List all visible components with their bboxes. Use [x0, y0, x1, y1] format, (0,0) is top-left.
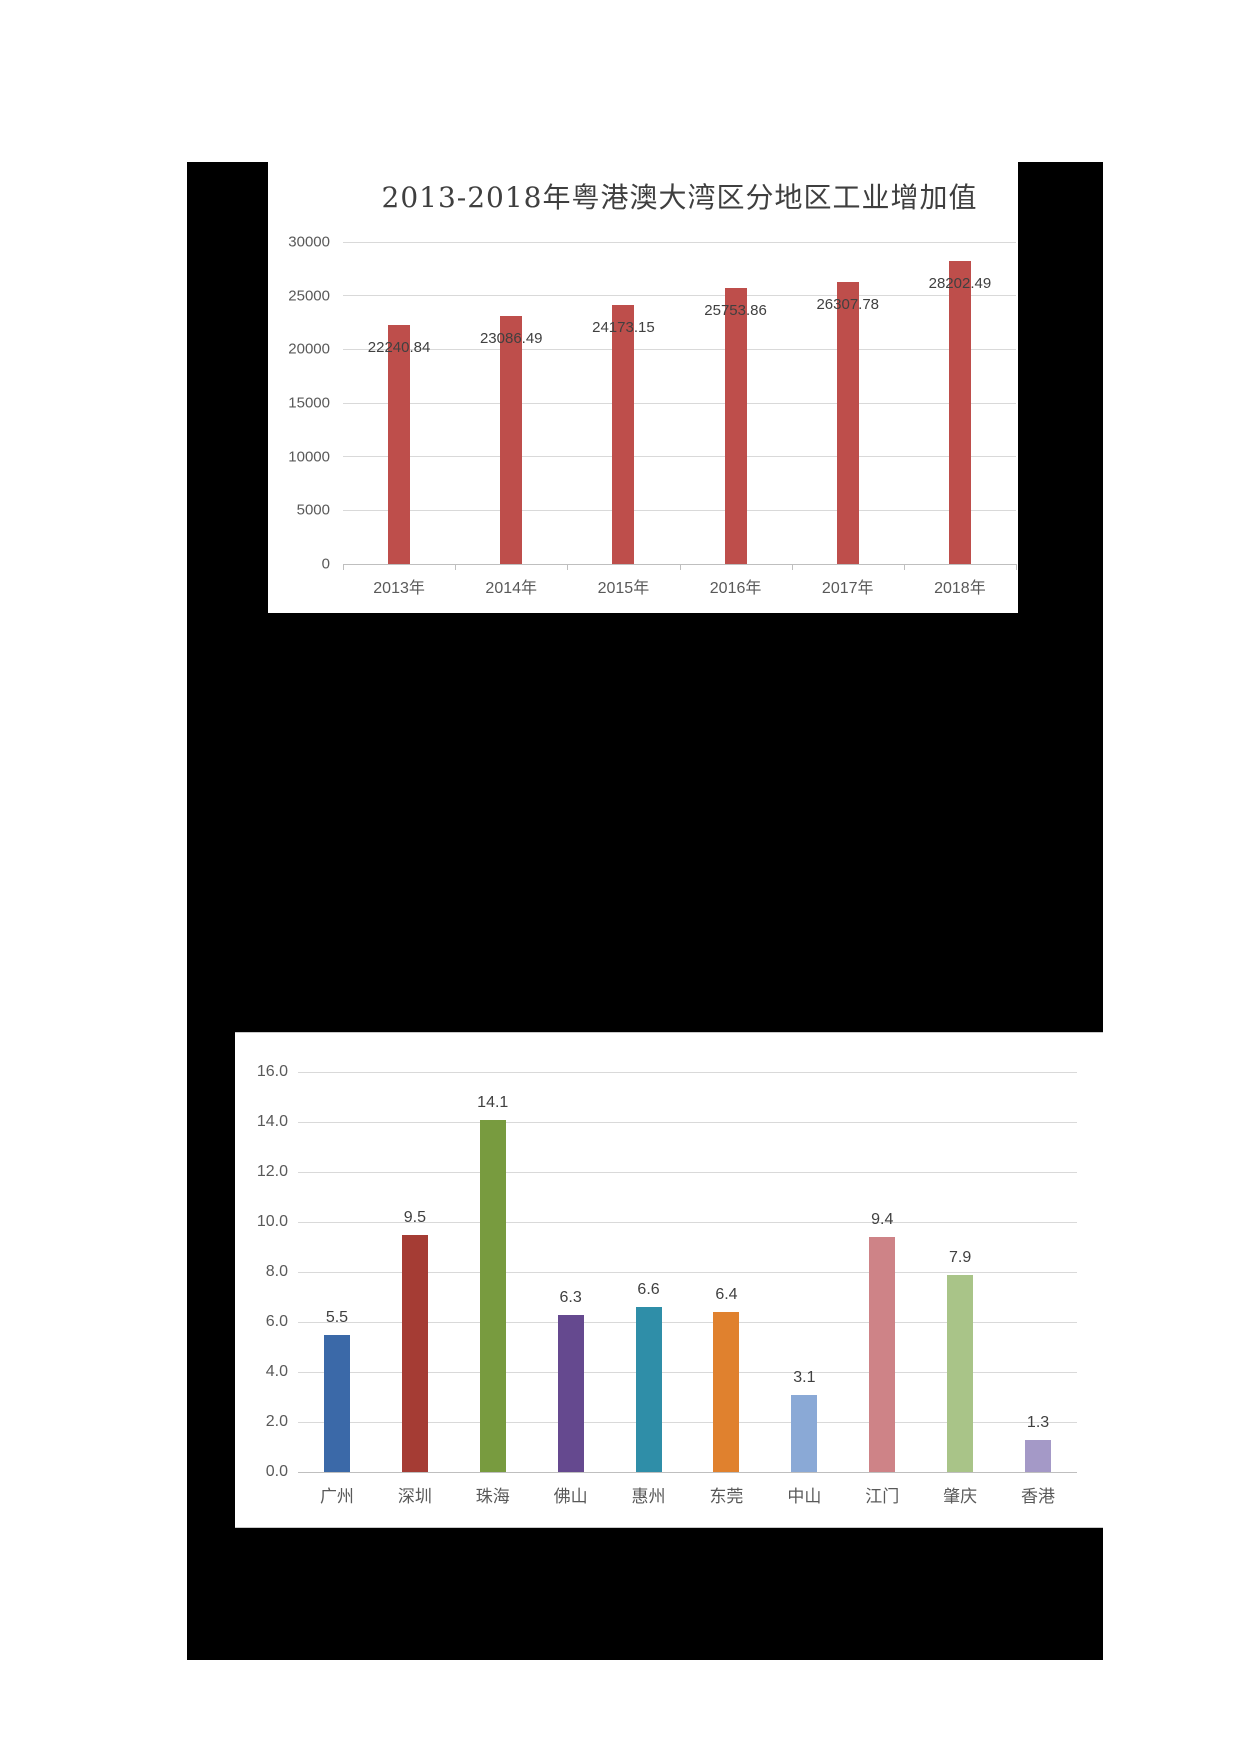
- x-axis-label: 广州: [319, 1487, 354, 1506]
- bar: [1025, 1439, 1052, 1472]
- x-axis-label: 2015年: [597, 580, 650, 597]
- axis-tick: [343, 564, 344, 570]
- gridline: [298, 1271, 1077, 1273]
- gridline: [343, 295, 1016, 297]
- bar: [791, 1394, 818, 1472]
- bar: [836, 281, 859, 564]
- bar-value-label: 26307.78: [816, 295, 880, 313]
- gridline: [343, 241, 1016, 243]
- x-axis-label: 2018年: [934, 580, 986, 597]
- chart-growth-rate-by-city: 0.0 2.0 4.0 6.0 8.0 10.0 12.0 14.0 16.0 5.5 广州 9.5 深…: [235, 1032, 1103, 1528]
- y-axis-label: 0.0: [265, 1463, 288, 1480]
- bar-value-label: 14.1: [477, 1093, 509, 1111]
- y-axis-label: 16.0: [256, 1063, 288, 1080]
- bar-value-label: 6.3: [559, 1288, 582, 1306]
- gridline: [298, 1421, 1077, 1423]
- bar: [948, 261, 971, 564]
- x-axis-label: 2013年: [373, 580, 425, 597]
- bar-value-label: 9.4: [871, 1211, 894, 1228]
- gridline: [343, 509, 1016, 511]
- x-axis-label: 深圳: [397, 1487, 432, 1506]
- y-axis-label: 30000: [288, 233, 330, 251]
- axis-tick: [791, 564, 793, 570]
- y-axis-label: 0: [321, 555, 330, 573]
- gridline: [298, 1071, 1077, 1073]
- bar: [500, 316, 523, 564]
- x-axis-label: 2017年: [821, 580, 874, 597]
- x-axis-label: 香港: [1021, 1487, 1056, 1506]
- bar-value-label: 6.4: [715, 1286, 738, 1303]
- bar-value-label: 5.5: [325, 1308, 349, 1326]
- y-axis-label: 25000: [288, 287, 330, 305]
- y-axis-label: 2.0: [265, 1413, 288, 1430]
- bar: [724, 287, 747, 564]
- x-axis-label: 佛山: [553, 1487, 588, 1506]
- axis-tick: [1016, 564, 1017, 570]
- gridline: [298, 1171, 1077, 1173]
- bar: [557, 1314, 584, 1472]
- y-axis-label: 10000: [288, 448, 330, 466]
- x-axis-label: 东莞: [709, 1487, 744, 1506]
- gridline: [298, 1471, 1077, 1473]
- x-axis-label: 江门: [865, 1487, 900, 1506]
- gridline: [343, 456, 1016, 458]
- bar: [479, 1119, 506, 1472]
- bar: [612, 304, 635, 564]
- chart-industrial-added-value: 2013-2018年粤港澳大湾区分地区工业增加值 0 5000 10000 15000…: [268, 162, 1018, 613]
- y-axis-label: 10.0: [256, 1213, 288, 1230]
- bar-value-label: 7.9: [949, 1248, 972, 1266]
- axis-tick: [455, 564, 457, 570]
- axis-tick: [903, 564, 905, 570]
- y-axis-label: 8.0: [265, 1263, 288, 1280]
- bar-value-label: 24173.15: [592, 318, 655, 336]
- axis-tick: [567, 564, 569, 570]
- bar-value-label: 6.6: [637, 1281, 660, 1298]
- bar-value-label: 3.1: [793, 1368, 816, 1386]
- bar-value-label: 28202.49: [928, 275, 992, 293]
- x-axis-label: 肇庆: [943, 1487, 978, 1506]
- bar-value-label: 22240.84: [367, 339, 431, 357]
- bar: [635, 1307, 662, 1472]
- y-axis-label: 5000: [296, 501, 330, 519]
- y-axis-label: 4.0: [265, 1363, 288, 1380]
- x-axis-label: 2016年: [709, 580, 762, 597]
- y-axis-label: 12.0: [256, 1163, 288, 1180]
- y-axis-label: 14.0: [256, 1113, 288, 1130]
- x-axis-label: 惠州: [631, 1487, 666, 1506]
- y-axis-label: 6.0: [265, 1313, 288, 1330]
- bar-value-label: 1.3: [1026, 1413, 1050, 1431]
- y-axis-label: 15000: [288, 394, 330, 412]
- bar: [869, 1237, 896, 1472]
- bar-value-label: 9.5: [403, 1208, 426, 1226]
- y-axis-label: 20000: [288, 340, 330, 358]
- gridline: [343, 348, 1016, 350]
- x-axis-label: 2014年: [485, 580, 538, 597]
- gridline: [298, 1121, 1077, 1123]
- chart-title: 2013-2018年粤港澳大湾区分地区工业增加值: [381, 181, 978, 214]
- bar: [401, 1234, 428, 1472]
- bar: [388, 325, 411, 564]
- axis-tick: [679, 564, 681, 570]
- bar: [323, 1334, 350, 1472]
- bar-value-label: 23086.49: [479, 330, 543, 348]
- bar: [947, 1274, 974, 1472]
- gridline: [298, 1321, 1077, 1323]
- x-axis-label: 中山: [787, 1487, 822, 1506]
- x-axis-label: 珠海: [475, 1487, 510, 1506]
- gridline: [343, 402, 1016, 404]
- bar: [713, 1312, 740, 1472]
- bar-value-label: 25753.86: [704, 301, 767, 319]
- gridline: [298, 1221, 1077, 1223]
- gridline: [298, 1371, 1077, 1373]
